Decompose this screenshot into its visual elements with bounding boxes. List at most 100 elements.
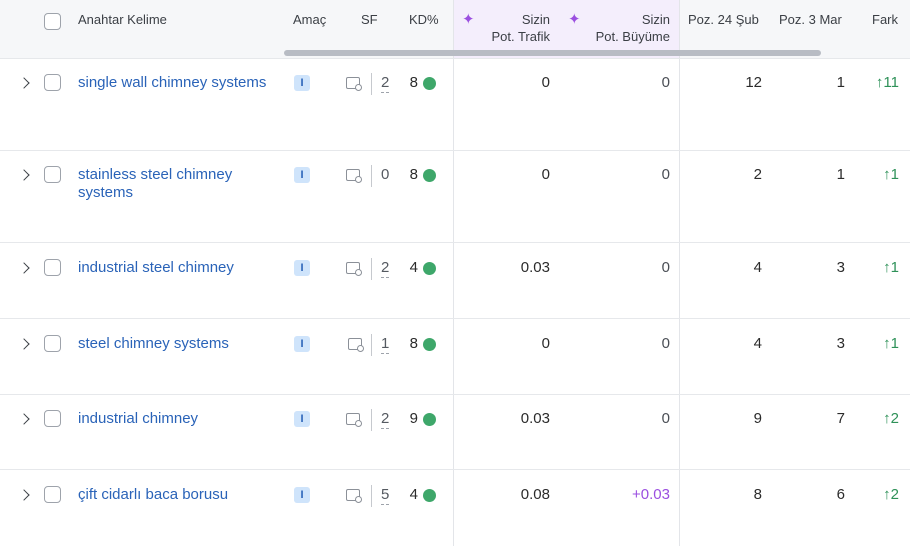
position-change: ↑2 xyxy=(883,410,899,427)
intent-badge[interactable]: I xyxy=(294,167,310,183)
divider xyxy=(371,165,372,187)
divider xyxy=(371,258,372,280)
keyword-link[interactable]: industrial steel chimney xyxy=(78,259,234,276)
divider xyxy=(371,485,372,507)
column-divider xyxy=(679,0,680,546)
serp-feature-count[interactable]: 2 xyxy=(381,410,390,429)
keyword-link[interactable]: single wall chimney systems xyxy=(78,74,267,91)
divider xyxy=(371,334,372,356)
header-intent[interactable]: Amaç xyxy=(293,12,327,27)
position-previous: 2 xyxy=(753,166,762,183)
row-checkbox[interactable] xyxy=(44,486,61,503)
position-current: 6 xyxy=(836,486,845,503)
position-current: 7 xyxy=(836,410,845,427)
row-divider xyxy=(0,394,910,395)
select-all-checkbox[interactable] xyxy=(44,13,61,30)
kd-status-dot xyxy=(423,338,436,351)
serp-features-icon[interactable] xyxy=(346,262,362,276)
position-previous: 4 xyxy=(753,335,762,352)
serp-feature-count[interactable]: 1 xyxy=(381,335,390,354)
row-divider xyxy=(0,318,910,319)
keyword-link[interactable]: çift cidarlı baca borusu xyxy=(78,486,229,503)
intent-badge[interactable]: I xyxy=(294,336,310,352)
potential-growth: 0 xyxy=(661,335,670,352)
potential-growth: 0 xyxy=(661,74,670,91)
position-change: ↑1 xyxy=(883,166,899,183)
potential-traffic: 0.08 xyxy=(520,486,550,503)
expand-chevron-icon[interactable] xyxy=(18,77,30,89)
intent-badge[interactable]: I xyxy=(294,75,310,91)
potential-traffic: 0.03 xyxy=(520,259,550,276)
position-current: 1 xyxy=(836,74,845,91)
expand-chevron-icon[interactable] xyxy=(18,489,30,501)
keyword-link[interactable]: industrial chimney xyxy=(78,410,199,427)
horizontal-scrollbar[interactable] xyxy=(284,50,821,56)
position-current: 3 xyxy=(836,259,845,276)
potential-growth: 0 xyxy=(661,259,670,276)
potential-growth: +0.03 xyxy=(632,486,670,503)
row-checkbox[interactable] xyxy=(44,259,61,276)
serp-features-icon[interactable] xyxy=(348,338,364,352)
header-traffic-line2[interactable]: Pot. Trafik xyxy=(491,29,550,44)
header-traffic-line1[interactable]: Sizin xyxy=(521,12,550,27)
header-keyword[interactable]: Anahtar Kelime xyxy=(78,12,167,27)
kd-status-dot xyxy=(423,262,436,275)
divider xyxy=(371,409,372,431)
row-checkbox[interactable] xyxy=(44,166,61,183)
position-previous: 9 xyxy=(753,410,762,427)
expand-chevron-icon[interactable] xyxy=(18,262,30,274)
serp-features-icon[interactable] xyxy=(346,489,362,503)
ai-columns-header-highlight xyxy=(453,0,679,58)
kd-status-dot xyxy=(423,489,436,502)
header-kd[interactable]: KD% xyxy=(409,12,439,27)
header-sf[interactable]: SF xyxy=(361,12,378,27)
position-current: 3 xyxy=(836,335,845,352)
intent-badge[interactable]: I xyxy=(294,411,310,427)
potential-traffic: 0 xyxy=(541,335,550,352)
header-pos-prev[interactable]: Poz. 24 Şub xyxy=(688,12,759,27)
kd-status-dot xyxy=(423,77,436,90)
divider xyxy=(371,73,372,95)
ai-sparkle-icon: ✦ xyxy=(462,11,475,28)
serp-feature-count[interactable]: 5 xyxy=(381,486,390,505)
position-change: ↑1 xyxy=(883,335,899,352)
kd-value: 8 xyxy=(409,74,418,91)
keyword-link[interactable]: steel chimney systems xyxy=(78,335,229,352)
position-current: 1 xyxy=(836,166,845,183)
header-diff[interactable]: Fark xyxy=(872,12,898,27)
serp-features-icon[interactable] xyxy=(346,413,362,427)
position-previous: 8 xyxy=(753,486,762,503)
kd-value: 4 xyxy=(409,486,418,503)
kd-value: 4 xyxy=(409,259,418,276)
expand-chevron-icon[interactable] xyxy=(18,169,30,181)
row-divider xyxy=(0,242,910,243)
kd-value: 8 xyxy=(409,335,418,352)
potential-traffic: 0 xyxy=(541,166,550,183)
serp-features-icon[interactable] xyxy=(346,169,362,183)
expand-chevron-icon[interactable] xyxy=(18,338,30,350)
intent-badge[interactable]: I xyxy=(294,260,310,276)
serp-feature-count[interactable]: 2 xyxy=(381,74,390,93)
position-change: ↑2 xyxy=(883,486,899,503)
row-checkbox[interactable] xyxy=(44,74,61,91)
serp-feature-count[interactable]: 2 xyxy=(381,259,390,278)
serp-features-icon[interactable] xyxy=(346,77,362,91)
header-growth-line2[interactable]: Pot. Büyüme xyxy=(595,29,670,44)
potential-growth: 0 xyxy=(661,166,670,183)
row-checkbox[interactable] xyxy=(44,410,61,427)
kd-status-dot xyxy=(423,169,436,182)
header-pos-curr[interactable]: Poz. 3 Mar xyxy=(779,12,842,27)
expand-chevron-icon[interactable] xyxy=(18,413,30,425)
serp-feature-count[interactable]: 0 xyxy=(381,166,390,183)
intent-badge[interactable]: I xyxy=(294,487,310,503)
header-divider xyxy=(0,58,910,59)
potential-traffic: 0 xyxy=(541,74,550,91)
position-change: ↑11 xyxy=(875,74,899,91)
row-checkbox[interactable] xyxy=(44,335,61,352)
ai-sparkle-icon: ✦ xyxy=(568,11,581,28)
keyword-link[interactable]: stainless steel chimney systems xyxy=(78,166,233,201)
position-previous: 4 xyxy=(753,259,762,276)
header-growth-line1[interactable]: Sizin xyxy=(641,12,670,27)
potential-growth: 0 xyxy=(661,410,670,427)
